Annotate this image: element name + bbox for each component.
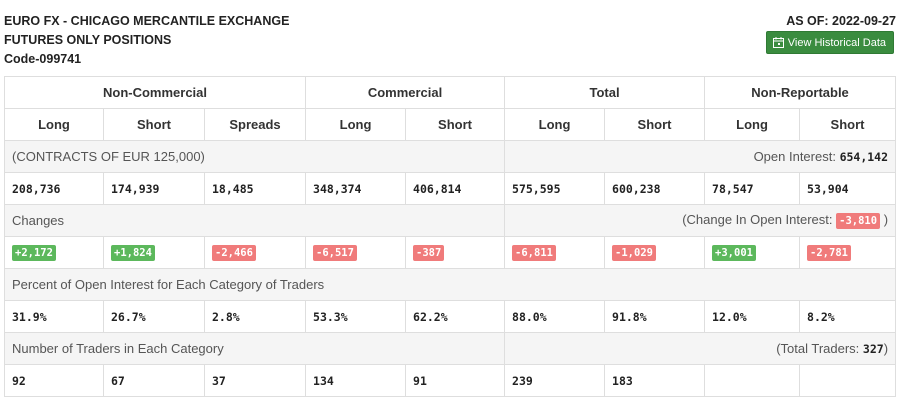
contracts-row: (CONTRACTS OF EUR 125,000) Open Interest…: [3, 140, 897, 173]
traders-header-row: Number of Traders in Each Category (Tota…: [3, 332, 897, 365]
change-cell: +2,172: [4, 236, 104, 269]
total-traders-label: (Total Traders:: [776, 341, 863, 356]
change-cell: -6,517: [305, 236, 407, 269]
change-badge: +2,172: [12, 245, 56, 261]
percent-value: 2.8%: [203, 300, 307, 333]
percent-value: 26.7%: [103, 300, 205, 333]
change-cell: -2,466: [203, 236, 307, 269]
traders-value: 183: [604, 364, 706, 397]
percent-value: 8.2%: [799, 300, 897, 333]
open-interest: Open Interest: 654,142: [504, 140, 897, 173]
view-historical-data-label: View Historical Data: [787, 36, 886, 49]
total-traders-value: 327: [862, 342, 884, 356]
col-nr-long: Long: [704, 108, 801, 141]
changes-label: Changes: [3, 204, 506, 237]
col-nc-spreads: Spreads: [203, 108, 307, 141]
report-title: EURO FX - CHICAGO MERCANTILE EXCHANGE FU…: [4, 12, 289, 69]
traders-value: 134: [305, 364, 407, 397]
report-header: EURO FX - CHICAGO MERCANTILE EXCHANGE FU…: [4, 12, 896, 68]
change-cell: -6,811: [504, 236, 606, 269]
position-value: 78,547: [704, 172, 801, 205]
traders-value: 91: [405, 364, 506, 397]
percent-value: 91.8%: [604, 300, 706, 333]
report-code: Code-099741: [4, 52, 82, 66]
position-value: 600,238: [604, 172, 706, 205]
col-c-long: Long: [305, 108, 407, 141]
group-commercial: Commercial: [305, 76, 506, 109]
changes-row: +2,172 +1,824 -2,466 -6,517 -387 -6,811 …: [4, 236, 897, 269]
col-nr-short: Short: [799, 108, 897, 141]
col-t-short: Short: [604, 108, 706, 141]
change-badge: -387: [413, 245, 445, 261]
position-value: 348,374: [305, 172, 407, 205]
change-badge: -2,466: [212, 245, 256, 261]
cot-positions-table: Non-Commercial Commercial Total Non-Repo…: [3, 76, 897, 397]
traders-value: [704, 364, 801, 397]
group-non-commercial: Non-Commercial: [3, 76, 307, 109]
percent-value: 12.0%: [704, 300, 801, 333]
percent-value: 88.0%: [504, 300, 606, 333]
change-badge: -1,029: [612, 245, 656, 261]
sub-header-row: Long Short Spreads Long Short Long Short…: [4, 108, 897, 141]
percent-header-row: Percent of Open Interest for Each Catego…: [3, 268, 897, 301]
position-value: 208,736: [4, 172, 104, 205]
report-title-line2: FUTURES ONLY POSITIONS: [4, 33, 172, 47]
oi-change-close: ): [880, 212, 889, 227]
oi-change: (Change In Open Interest: -3,810 ): [504, 204, 897, 237]
change-cell: -2,781: [799, 236, 897, 269]
change-badge: -6,811: [512, 245, 556, 261]
col-nc-long: Long: [4, 108, 104, 141]
open-interest-value: 654,142: [839, 150, 889, 164]
change-cell: -387: [405, 236, 506, 269]
percent-value: 31.9%: [4, 300, 104, 333]
contracts-label: (CONTRACTS OF EUR 125,000): [3, 140, 506, 173]
position-value: 18,485: [203, 172, 307, 205]
traders-row: 92 67 37 134 91 239 183: [4, 364, 897, 397]
col-t-long: Long: [504, 108, 606, 141]
traders-label: Number of Traders in Each Category: [3, 332, 506, 365]
position-value: 406,814: [405, 172, 506, 205]
calendar-icon: [772, 37, 784, 48]
group-total: Total: [504, 76, 706, 109]
traders-value: 67: [103, 364, 205, 397]
percent-row: 31.9% 26.7% 2.8% 53.3% 62.2% 88.0% 91.8%…: [4, 300, 897, 333]
change-cell: +3,001: [704, 236, 801, 269]
traders-value: 92: [4, 364, 104, 397]
percent-value: 53.3%: [305, 300, 407, 333]
position-value: 174,939: [103, 172, 205, 205]
change-badge: -2,781: [807, 245, 851, 261]
position-value: 575,595: [504, 172, 606, 205]
position-value: 53,904: [799, 172, 897, 205]
col-nc-short: Short: [103, 108, 205, 141]
col-c-short: Short: [405, 108, 506, 141]
traders-value: 239: [504, 364, 606, 397]
percent-label: Percent of Open Interest for Each Catego…: [3, 268, 897, 301]
oi-change-label: (Change In Open Interest:: [682, 212, 837, 227]
open-interest-label: Open Interest:: [753, 149, 840, 164]
percent-value: 62.2%: [405, 300, 506, 333]
total-traders-close: ): [883, 341, 889, 356]
as-of-date: AS OF: 2022-09-27: [786, 14, 896, 28]
change-badge: +1,824: [111, 245, 155, 261]
change-badge: -6,517: [313, 245, 357, 261]
change-cell: -1,029: [604, 236, 706, 269]
traders-value: [799, 364, 897, 397]
report-title-line1: EURO FX - CHICAGO MERCANTILE EXCHANGE: [4, 14, 290, 28]
positions-row: 208,736 174,939 18,485 348,374 406,814 5…: [4, 172, 897, 205]
view-historical-data-button[interactable]: View Historical Data: [765, 31, 894, 54]
change-badge: +3,001: [712, 245, 756, 261]
oi-change-badge: -3,810: [836, 213, 881, 229]
changes-header-row: Changes (Change In Open Interest: -3,810…: [3, 204, 897, 237]
group-header-row: Non-Commercial Commercial Total Non-Repo…: [3, 76, 897, 109]
group-non-reportable: Non-Reportable: [704, 76, 897, 109]
traders-value: 37: [203, 364, 307, 397]
total-traders: (Total Traders: 327): [504, 332, 897, 365]
change-cell: +1,824: [103, 236, 205, 269]
